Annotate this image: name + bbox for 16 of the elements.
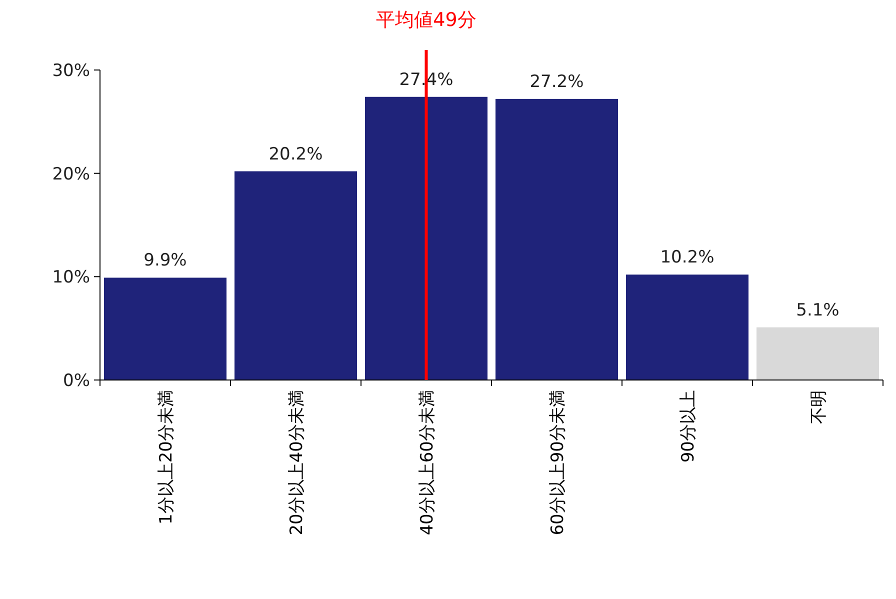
data-label: 10.2% bbox=[660, 248, 714, 268]
data-label: 9.9% bbox=[144, 250, 187, 271]
x-tick-label: 20分以上40分未満 bbox=[286, 390, 307, 536]
y-tick-label: 20% bbox=[52, 164, 90, 184]
y-tick-label: 10% bbox=[52, 268, 90, 288]
data-label: 27.2% bbox=[530, 72, 584, 92]
x-tick-label: 90分以上 bbox=[678, 390, 698, 463]
x-tick-label: 不明 bbox=[808, 390, 829, 424]
x-tick-label: 40分以上60分未満 bbox=[417, 390, 438, 536]
ref-line-label: 平均値49分 bbox=[376, 9, 476, 31]
y-tick-label: 30% bbox=[52, 61, 90, 81]
y-tick-label: 0% bbox=[63, 371, 90, 391]
data-label: 5.1% bbox=[796, 300, 840, 320]
x-tick-label: 1分以上20分未満 bbox=[156, 390, 176, 524]
x-tick-label: 60分以上90分未満 bbox=[548, 390, 568, 536]
data-label: 20.2% bbox=[268, 144, 323, 164]
